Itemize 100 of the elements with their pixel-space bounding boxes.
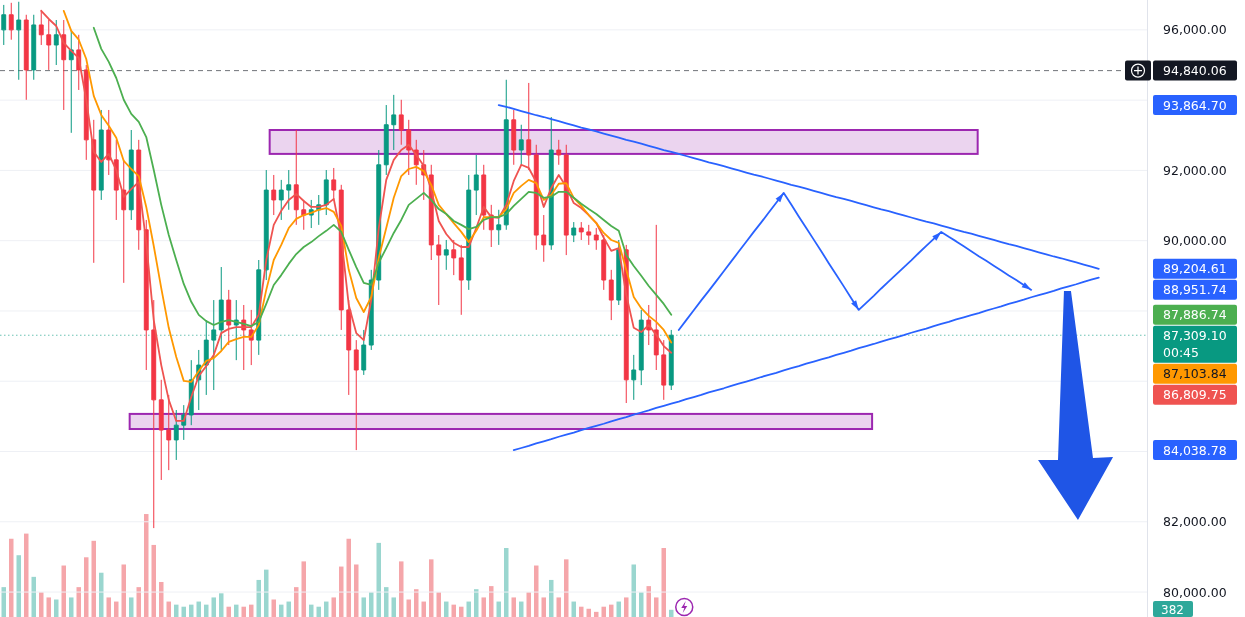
ref-line-label: 94,840.06 (1163, 63, 1227, 79)
candlestick (173, 409, 179, 461)
bar (639, 592, 644, 617)
bar (556, 597, 561, 617)
bar (406, 599, 411, 617)
candlestick (278, 179, 284, 221)
candlestick (383, 104, 389, 176)
candlestick (128, 129, 134, 221)
candlestick (61, 19, 67, 111)
line-series (677, 192, 1033, 331)
candlestick (23, 14, 29, 101)
candlestick (98, 109, 104, 201)
bar (594, 611, 599, 617)
candlestick (473, 154, 479, 216)
bar (204, 604, 209, 617)
bar (624, 597, 629, 617)
candlestick (151, 299, 157, 529)
candlestick (653, 224, 659, 371)
candlestick (511, 109, 517, 166)
candlestick (323, 169, 329, 216)
candlestick (46, 19, 52, 71)
bar (519, 601, 524, 617)
bar (211, 597, 216, 617)
text: 93,864.70 (1163, 97, 1227, 113)
bar (339, 566, 344, 617)
line-series (497, 104, 1100, 270)
candlestick (398, 99, 404, 146)
bar (174, 604, 179, 617)
candlestick (526, 82, 532, 171)
text: 89,204.61 (1163, 261, 1227, 277)
bar (114, 601, 119, 617)
candlestick (481, 164, 487, 231)
bar (219, 593, 224, 617)
bar (429, 559, 434, 617)
candlestick (571, 221, 577, 243)
bar (84, 557, 89, 617)
candlestick (593, 227, 599, 251)
bar (39, 592, 44, 617)
candlestick (271, 174, 277, 216)
bar (361, 597, 366, 617)
candlestick (406, 119, 412, 176)
bar (69, 597, 74, 617)
bar (189, 604, 194, 617)
candlestick (548, 116, 554, 251)
bar (249, 604, 254, 617)
candlestick (1, 4, 7, 46)
candlestick (16, 1, 22, 81)
text: 87,886.74 (1163, 307, 1227, 323)
bar (331, 597, 336, 617)
bar (264, 569, 269, 617)
candlestick (578, 221, 584, 241)
y-tick-label: 90,000.00 (1163, 233, 1227, 249)
bar (481, 597, 486, 617)
y-tick-label: 92,000.00 (1163, 162, 1227, 178)
bar (459, 606, 464, 617)
candlestick (31, 14, 37, 81)
bar (399, 561, 404, 617)
candlestick (226, 289, 232, 346)
candlestick (353, 339, 359, 451)
y-tick-label: 96,000.00 (1163, 22, 1227, 38)
text: 87,103.84 (1163, 366, 1227, 382)
y-tick-label: 80,000.00 (1163, 584, 1227, 600)
text: 88,951.74 (1163, 282, 1227, 298)
y-tick-label: 82,000.00 (1163, 514, 1227, 530)
candlestick (286, 169, 292, 211)
bar (534, 565, 539, 617)
bar (46, 597, 51, 617)
bar (564, 559, 569, 617)
bar (444, 601, 449, 617)
bar (384, 587, 389, 617)
candlestick (503, 79, 509, 231)
candlestick (533, 144, 539, 251)
candlestick (53, 19, 59, 66)
candlestick (608, 269, 614, 321)
bar (234, 604, 239, 617)
candlestick (293, 129, 299, 226)
bar (414, 589, 419, 617)
bar (511, 597, 516, 617)
candlestick (451, 239, 457, 276)
bar (541, 597, 546, 617)
candlestick (541, 214, 547, 263)
bar (24, 533, 29, 617)
bar (549, 579, 554, 617)
bar (279, 604, 284, 617)
candlestick (211, 299, 217, 391)
bar (99, 572, 104, 617)
candlestick (556, 139, 562, 166)
bar (654, 597, 659, 617)
bar (324, 601, 329, 617)
candlestick (8, 2, 14, 41)
candlestick (361, 329, 367, 376)
text: 84,038.78 (1163, 442, 1227, 458)
bar (106, 597, 111, 617)
candlestick (301, 199, 307, 231)
bar (271, 599, 276, 617)
bar (579, 606, 584, 617)
candlestick (106, 109, 112, 176)
bar (504, 548, 509, 617)
bar (669, 609, 674, 617)
candlestick (203, 319, 209, 396)
